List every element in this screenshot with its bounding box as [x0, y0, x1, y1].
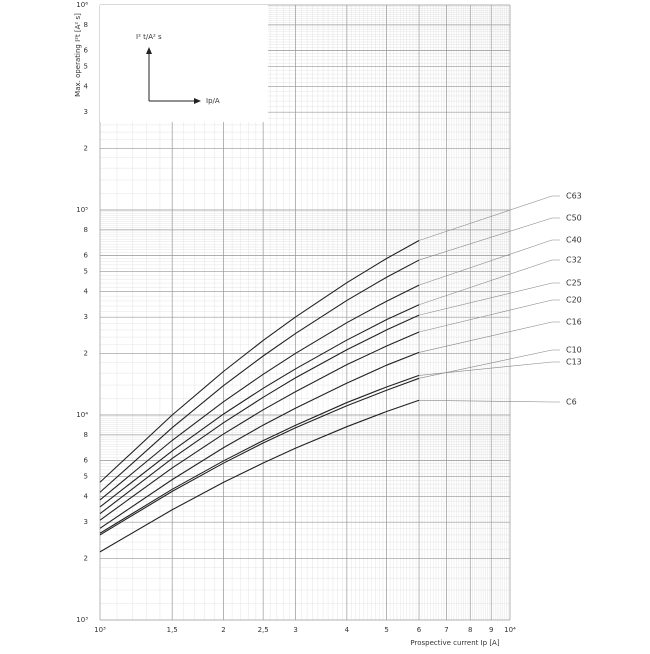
series-label: C63 — [566, 192, 582, 201]
y-tick-label: 2 — [84, 144, 88, 152]
x-tick-label: 7 — [444, 626, 448, 634]
x-tick-label: 1,5 — [167, 626, 178, 634]
curve — [99, 240, 420, 483]
series-label: C50 — [566, 214, 582, 223]
y-tick-label: 5 — [84, 473, 88, 481]
leader-line — [419, 361, 560, 376]
y-tick-label: 8 — [84, 431, 88, 439]
x-tick-label: 10⁴ — [504, 626, 516, 634]
y-tick-label: 6 — [84, 456, 89, 464]
leader-line — [418, 239, 560, 286]
y-tick-label: 4 — [84, 288, 89, 296]
y-tick-label: 5 — [84, 63, 88, 71]
series-label: C25 — [566, 279, 582, 288]
leader-line — [418, 282, 560, 316]
inset-arrowhead — [194, 98, 201, 104]
x-tick-label: 10³ — [94, 626, 106, 634]
curve — [99, 351, 420, 529]
y-axis-title: Max. operating I²t [A² s] — [74, 13, 82, 97]
inset-y-label: I² t/A² s — [136, 33, 162, 41]
series-label: C16 — [566, 318, 582, 327]
leader-line — [419, 399, 560, 403]
x-tick-label: 6 — [417, 626, 422, 634]
leader-line — [418, 259, 560, 306]
y-tick-label: 3 — [84, 108, 88, 116]
leader-line — [418, 349, 560, 379]
y-tick-label: 10⁶ — [76, 1, 88, 9]
y-tick-label: 10⁵ — [76, 206, 88, 214]
y-tick-label: 3 — [84, 518, 88, 526]
curve — [99, 377, 420, 536]
series-label: C6 — [566, 398, 577, 407]
y-tick-label: 5 — [84, 268, 88, 276]
curve — [99, 259, 420, 493]
x-tick-label: 8 — [468, 626, 472, 634]
x-tick-label: 2 — [221, 626, 225, 634]
x-tick-label: 9 — [489, 626, 493, 634]
x-tick-label: 3 — [293, 626, 297, 634]
y-tick-label: 10⁴ — [76, 411, 88, 419]
curve — [99, 304, 420, 508]
leader-line — [418, 321, 560, 353]
series-label: C20 — [566, 296, 582, 305]
inset-arrowhead — [146, 47, 152, 54]
leader-line — [418, 217, 560, 261]
y-tick-label: 3 — [84, 313, 88, 321]
grid — [99, 4, 511, 621]
y-tick-label: 2 — [84, 349, 88, 357]
x-tick-label: 5 — [384, 626, 388, 634]
x-tick-label: 4 — [345, 626, 350, 634]
curve — [99, 331, 420, 521]
inset-box — [100, 5, 268, 122]
y-tick-label: 4 — [84, 83, 89, 91]
y-tick-label: 8 — [84, 226, 88, 234]
curve — [99, 399, 420, 553]
curve — [99, 314, 420, 515]
inset: I² t/A² s Ip/A — [136, 33, 220, 105]
y-tick-label: 6 — [84, 46, 89, 54]
curve — [99, 374, 420, 534]
y-tick-label: 6 — [84, 251, 89, 259]
y-tick-label: 4 — [84, 493, 89, 501]
leader-line — [418, 195, 560, 241]
x-axis-title: Prospective current Ip [A] — [410, 639, 499, 647]
y-tick-label: 2 — [84, 554, 88, 562]
leader-line — [418, 299, 560, 333]
series-label: C13 — [566, 358, 582, 367]
inset-x-label: Ip/A — [206, 97, 220, 105]
y-tick-label: 10³ — [76, 616, 88, 624]
x-tick-label: 2,5 — [258, 626, 269, 634]
series-label: C32 — [566, 256, 582, 265]
curve — [99, 284, 420, 501]
y-tick-label: 8 — [84, 21, 88, 29]
series-label: C40 — [566, 236, 582, 245]
series-label: C10 — [566, 346, 582, 355]
